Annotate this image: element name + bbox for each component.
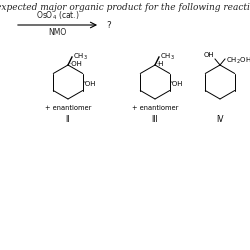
Text: ·OH: ·OH (69, 61, 82, 67)
Text: IV: IV (216, 115, 224, 124)
Text: ?: ? (106, 20, 111, 30)
Text: + enantiomer: + enantiomer (45, 105, 91, 111)
Text: CH$_3$: CH$_3$ (73, 52, 88, 62)
Text: CH$_3$: CH$_3$ (160, 52, 175, 62)
Text: + enantiomer: + enantiomer (132, 105, 178, 111)
Text: expected major organic product for the following reaction: expected major organic product for the f… (0, 3, 250, 12)
Text: II: II (66, 115, 70, 124)
Text: NMO: NMO (48, 28, 66, 37)
Text: 'OH: 'OH (84, 82, 96, 87)
Text: OsO$_4$ (cat.): OsO$_4$ (cat.) (36, 10, 79, 22)
Text: III: III (152, 115, 158, 124)
Text: CH$_2$OH: CH$_2$OH (226, 56, 250, 66)
Text: OH: OH (204, 52, 214, 58)
Text: 'OH: 'OH (171, 80, 183, 86)
Text: ·H: ·H (156, 61, 164, 67)
